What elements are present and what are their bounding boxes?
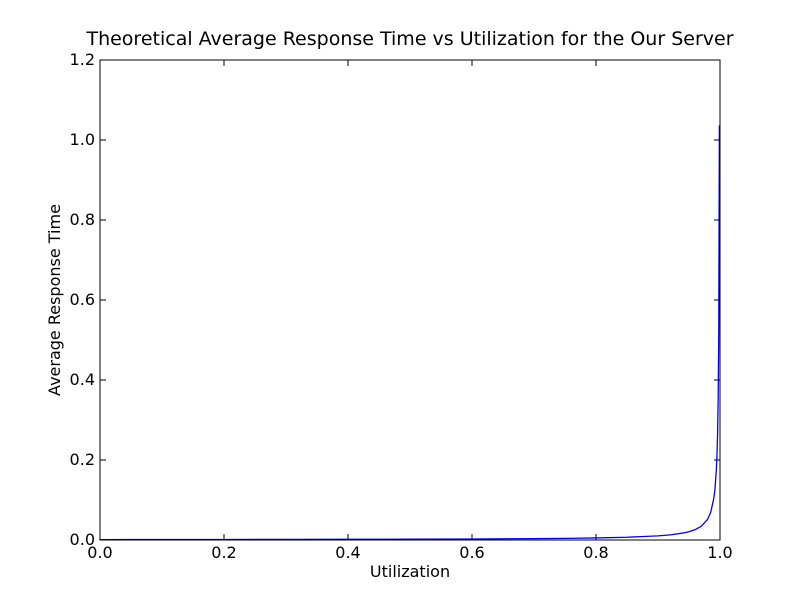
x-tick-label: 0.0 xyxy=(87,543,112,562)
x-tick-label: 0.4 xyxy=(335,543,360,562)
plot-frame xyxy=(99,59,721,541)
x-tick-label: 0.8 xyxy=(583,543,608,562)
x-tick-label: 0.6 xyxy=(459,543,484,562)
tick-layer: 0.0 0.2 0.4 0.6 0.8 1.0 0.0 0.2 0.4 0.6 0.8 1.0 1.2 xyxy=(70,50,733,562)
chart-title: Theoretical Average Response Time vs Uti… xyxy=(85,28,733,50)
y-tick-label: 0.6 xyxy=(70,290,95,309)
x-tick-label: 1.0 xyxy=(707,543,732,562)
y-tick-label: 0.2 xyxy=(70,450,95,469)
y-axis-label: Average Response Time xyxy=(45,204,64,396)
x-tick-label: 0.2 xyxy=(211,543,236,562)
y-tick-label: 1.0 xyxy=(70,130,95,149)
x-axis-label: Utilization xyxy=(370,562,450,581)
y-tick-label: 1.2 xyxy=(70,50,95,69)
series-line xyxy=(99,125,721,541)
y-tick-label: 0.8 xyxy=(70,210,95,229)
y-tick-label: 0.4 xyxy=(70,370,95,389)
y-tick-label: 0.0 xyxy=(70,530,95,549)
series-layer xyxy=(99,125,721,541)
